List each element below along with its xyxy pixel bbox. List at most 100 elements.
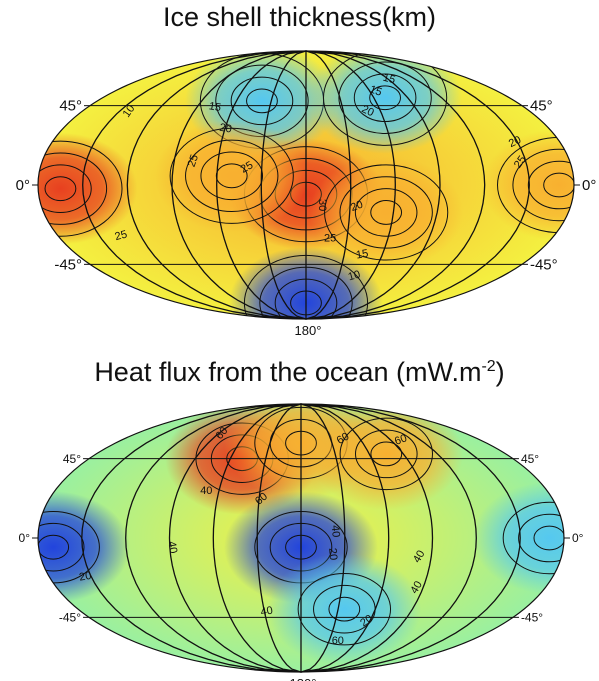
contour-ring-8-1 bbox=[370, 200, 403, 225]
field-min-4 bbox=[267, 553, 422, 666]
contour-label: 20 bbox=[219, 122, 233, 136]
lat-label-left: 0° bbox=[16, 177, 30, 194]
meridian-5 bbox=[256, 403, 302, 673]
contour-ring-3-1 bbox=[38, 534, 70, 560]
field-min-5 bbox=[472, 482, 564, 594]
contour-ring-8-2 bbox=[354, 188, 418, 237]
meridian-9 bbox=[300, 403, 434, 673]
meridian-8 bbox=[305, 50, 396, 320]
contour-ring-6-3 bbox=[512, 148, 574, 222]
meridian-5 bbox=[260, 50, 307, 320]
field-max-7 bbox=[154, 119, 309, 232]
meridian-8 bbox=[300, 403, 390, 673]
contour-label: 20 bbox=[349, 199, 365, 214]
contour-ring-7-3 bbox=[339, 417, 434, 491]
contour-ring-8-4 bbox=[324, 164, 449, 261]
contour-ring-4-1 bbox=[328, 596, 361, 622]
contour-label: 20 bbox=[358, 613, 375, 630]
lat-label-right: -45° bbox=[530, 256, 558, 273]
contour-label: 15 bbox=[355, 248, 369, 262]
meridian-7 bbox=[305, 50, 352, 320]
contour-label: 40 bbox=[411, 548, 428, 565]
contour-ring-8-3 bbox=[339, 176, 433, 249]
field-max-7 bbox=[309, 404, 464, 510]
lat-label-left: 45° bbox=[63, 452, 81, 466]
lat-label-left: 0° bbox=[19, 531, 31, 545]
heat-flux-title: Heat flux from the ocean (mW.m-2) bbox=[0, 357, 599, 388]
contour-ring-5-2 bbox=[38, 164, 92, 213]
contour-label: 25 bbox=[114, 228, 129, 243]
lat-label-right: 45° bbox=[521, 452, 539, 466]
meridian-2 bbox=[126, 50, 307, 320]
contour-ring-7-2 bbox=[355, 429, 418, 479]
meridian-3 bbox=[168, 403, 302, 673]
meridian-4 bbox=[212, 403, 302, 673]
meridian-11 bbox=[305, 50, 530, 320]
field-min-3 bbox=[38, 491, 131, 604]
contour-ring-7-2 bbox=[200, 151, 264, 201]
contour-label: 20 bbox=[326, 547, 339, 560]
contour-ring-2-4 bbox=[322, 51, 448, 146]
lon-label: 180° bbox=[290, 676, 317, 681]
lat-label-left: -45° bbox=[59, 611, 81, 625]
meridian-11 bbox=[300, 403, 521, 673]
contour-label: 25 bbox=[186, 153, 201, 169]
contour-ring-2-3 bbox=[338, 61, 432, 134]
contour-label: 25 bbox=[512, 154, 529, 171]
contour-label: 20 bbox=[507, 134, 523, 150]
contour-ring-7-1 bbox=[370, 441, 403, 467]
contour-label: 30 bbox=[316, 199, 328, 211]
field-max-6 bbox=[482, 129, 574, 241]
meridian-10 bbox=[305, 50, 486, 320]
meridian-1 bbox=[81, 403, 302, 673]
lat-label-right: 0° bbox=[582, 177, 596, 194]
contour-label: 10 bbox=[121, 103, 138, 120]
contour-ring-5-4 bbox=[38, 140, 123, 237]
heat-flux-title-suffix: ) bbox=[495, 357, 505, 387]
contour-ring-1-1 bbox=[246, 88, 278, 114]
lat-label-right: 0° bbox=[572, 531, 584, 545]
contour-ring-5-1 bbox=[533, 525, 564, 551]
lat-label-right: 45° bbox=[530, 98, 553, 115]
contour-ring-6-1 bbox=[543, 172, 574, 198]
field-max-8 bbox=[309, 156, 464, 269]
contour-label: 40 bbox=[408, 579, 425, 596]
field-min-2 bbox=[308, 51, 463, 154]
contour-label: 40 bbox=[329, 525, 342, 538]
contour-ring-6-2 bbox=[527, 160, 574, 210]
contour-label: 40 bbox=[260, 605, 274, 619]
contour-ring-5-3 bbox=[502, 501, 564, 575]
meridian-3 bbox=[171, 50, 307, 320]
contour-label: 60 bbox=[332, 635, 344, 647]
contour-label: 40 bbox=[200, 485, 212, 497]
lat-label-left: -45° bbox=[54, 256, 82, 273]
contour-ring-5-2 bbox=[518, 513, 564, 563]
contour-label: 15 bbox=[368, 83, 384, 98]
contour-label: 25 bbox=[324, 233, 336, 245]
contour-ring-5-3 bbox=[38, 152, 108, 225]
ice-shell-title: Ice shell thickness(km) bbox=[162, 2, 437, 32]
contour-label: 10 bbox=[347, 269, 362, 284]
contour-label: 60 bbox=[393, 432, 409, 447]
contour-ring-4-3 bbox=[297, 572, 392, 646]
meridian-1 bbox=[82, 50, 307, 320]
contour-label: 40 bbox=[165, 540, 179, 554]
meridian-4 bbox=[216, 50, 307, 320]
contour-ring-7-3 bbox=[185, 139, 279, 213]
meridian-2 bbox=[125, 403, 302, 673]
heat-flux-title-sup: -2 bbox=[481, 358, 496, 375]
lat-label-right: -45° bbox=[521, 611, 543, 625]
contour-label: 15 bbox=[382, 72, 397, 87]
meridian-9 bbox=[305, 50, 441, 320]
contour-ring-2-1 bbox=[369, 85, 401, 111]
contour-label: 20 bbox=[78, 570, 92, 584]
contour-label: 25 bbox=[239, 159, 256, 176]
field-max-5 bbox=[38, 132, 138, 245]
meridian-10 bbox=[300, 403, 477, 673]
contour-label: 15 bbox=[208, 100, 222, 114]
heat-flux-title-main: Heat flux from the ocean (mW.m bbox=[94, 357, 482, 387]
contour-ring-5-1 bbox=[44, 176, 77, 202]
